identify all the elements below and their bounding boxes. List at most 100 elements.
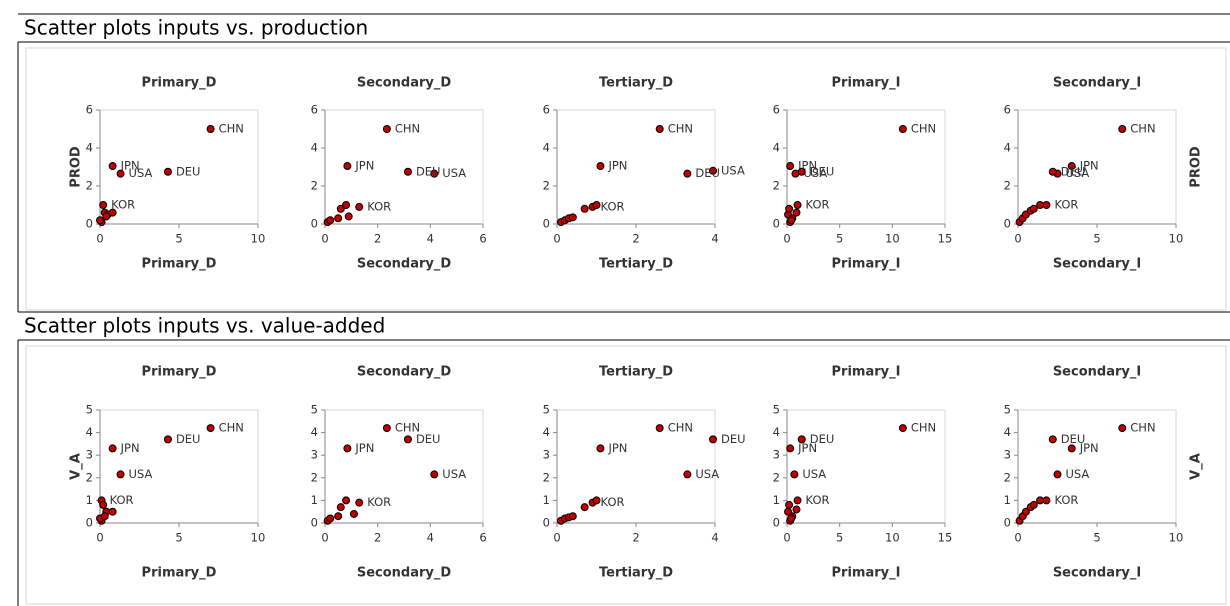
x-tick-label: 10 xyxy=(885,232,900,246)
point-label: JPN xyxy=(120,441,140,455)
point xyxy=(683,169,692,178)
point xyxy=(655,125,664,133)
y-tick-label: 3 xyxy=(311,448,318,462)
y-tick-label: 5 xyxy=(773,403,780,417)
point xyxy=(1053,470,1062,479)
point xyxy=(709,166,718,175)
x-tick-label: 15 xyxy=(938,232,953,246)
x-tick-label: 0 xyxy=(321,232,328,246)
point-label: USA xyxy=(129,166,153,180)
y-tick-label: 2 xyxy=(773,470,780,484)
point-label: DEU xyxy=(416,164,441,178)
y-tick-label: 0 xyxy=(773,516,780,530)
y-tick-label: 3 xyxy=(543,448,550,462)
point xyxy=(163,435,172,444)
point xyxy=(792,505,801,514)
point xyxy=(326,216,335,225)
x-tick-label: 10 xyxy=(1169,232,1184,246)
x-tick-label: 10 xyxy=(251,232,266,246)
x-tick-label: 2 xyxy=(374,232,381,246)
point xyxy=(382,424,391,433)
point xyxy=(163,167,172,176)
point xyxy=(116,169,125,178)
y-tick-label: 2 xyxy=(86,179,93,193)
x-tick-label: 5 xyxy=(175,531,182,545)
section-heading: Scatter plots inputs vs. production xyxy=(24,16,368,40)
point xyxy=(592,201,601,209)
y-tick-label: 4 xyxy=(1004,425,1011,439)
x-tick-label: 0 xyxy=(96,232,103,246)
point-label: JPN xyxy=(354,159,374,173)
point-label: KOR xyxy=(1054,198,1078,212)
point xyxy=(793,201,802,209)
y-tick-label: 4 xyxy=(1004,141,1011,155)
y-tick-label: 4 xyxy=(86,425,93,439)
panel xyxy=(25,47,1227,311)
point xyxy=(430,470,439,479)
point xyxy=(1029,204,1038,213)
y-tick-label: 2 xyxy=(773,179,780,193)
point xyxy=(342,201,351,209)
point-label: DEU xyxy=(416,432,441,446)
point-label: USA xyxy=(721,163,745,177)
point-label: DEU xyxy=(721,432,746,446)
x-tick-label: 0 xyxy=(783,232,790,246)
y-tick-label: 4 xyxy=(773,425,780,439)
point xyxy=(99,500,108,509)
chart-title: Primary_I xyxy=(832,76,901,91)
point-label: USA xyxy=(1066,467,1090,481)
point xyxy=(334,214,343,223)
point-label: CHN xyxy=(395,421,420,435)
point xyxy=(785,500,794,509)
y-tick-label: 0 xyxy=(543,217,550,231)
x-tick-label: 10 xyxy=(885,531,900,545)
point xyxy=(355,498,364,507)
y-tick-label: 3 xyxy=(86,448,93,462)
chart-title: Secondary_D xyxy=(357,365,452,380)
point-label: CHN xyxy=(219,421,244,435)
point xyxy=(1118,424,1127,433)
point xyxy=(344,212,353,221)
y-tick-label: 2 xyxy=(1004,179,1011,193)
point-label: KOR xyxy=(110,493,134,507)
point xyxy=(898,424,907,433)
x-axis-label: Primary_I xyxy=(832,566,901,581)
point xyxy=(430,169,439,178)
point xyxy=(102,212,111,221)
point xyxy=(790,470,799,479)
y-tick-label: 4 xyxy=(543,141,550,155)
point xyxy=(355,202,364,211)
point-label: DEU xyxy=(810,164,835,178)
section-heading: Scatter plots inputs vs. value-added xyxy=(24,314,385,338)
y-tick-label: 0 xyxy=(311,516,318,530)
y-tick-label: 6 xyxy=(543,103,550,117)
point-label: KOR xyxy=(601,495,625,509)
point xyxy=(898,125,907,133)
point-label: KOR xyxy=(367,199,391,213)
point-label: CHN xyxy=(668,122,693,136)
y-tick-label: 2 xyxy=(86,470,93,484)
point-label: USA xyxy=(129,467,153,481)
point xyxy=(334,512,343,521)
point-label: KOR xyxy=(367,495,391,509)
x-tick-label: 15 xyxy=(938,531,953,545)
x-tick-label: 4 xyxy=(427,232,434,246)
x-axis-label: Tertiary_D xyxy=(599,257,673,272)
point xyxy=(709,435,718,444)
y-tick-label: 0 xyxy=(311,217,318,231)
y-tick-label: 6 xyxy=(773,103,780,117)
point xyxy=(1048,167,1057,176)
point xyxy=(1036,201,1045,209)
point-label: KOR xyxy=(1054,493,1078,507)
point xyxy=(580,204,589,213)
point xyxy=(116,470,125,479)
point xyxy=(655,424,664,433)
point xyxy=(1048,435,1057,444)
point-label: JPN xyxy=(1079,441,1099,455)
point xyxy=(1021,507,1030,516)
point-label: CHN xyxy=(911,122,936,136)
y-tick-label: 4 xyxy=(543,425,550,439)
point xyxy=(568,213,577,222)
y-tick-label: 5 xyxy=(86,403,93,417)
